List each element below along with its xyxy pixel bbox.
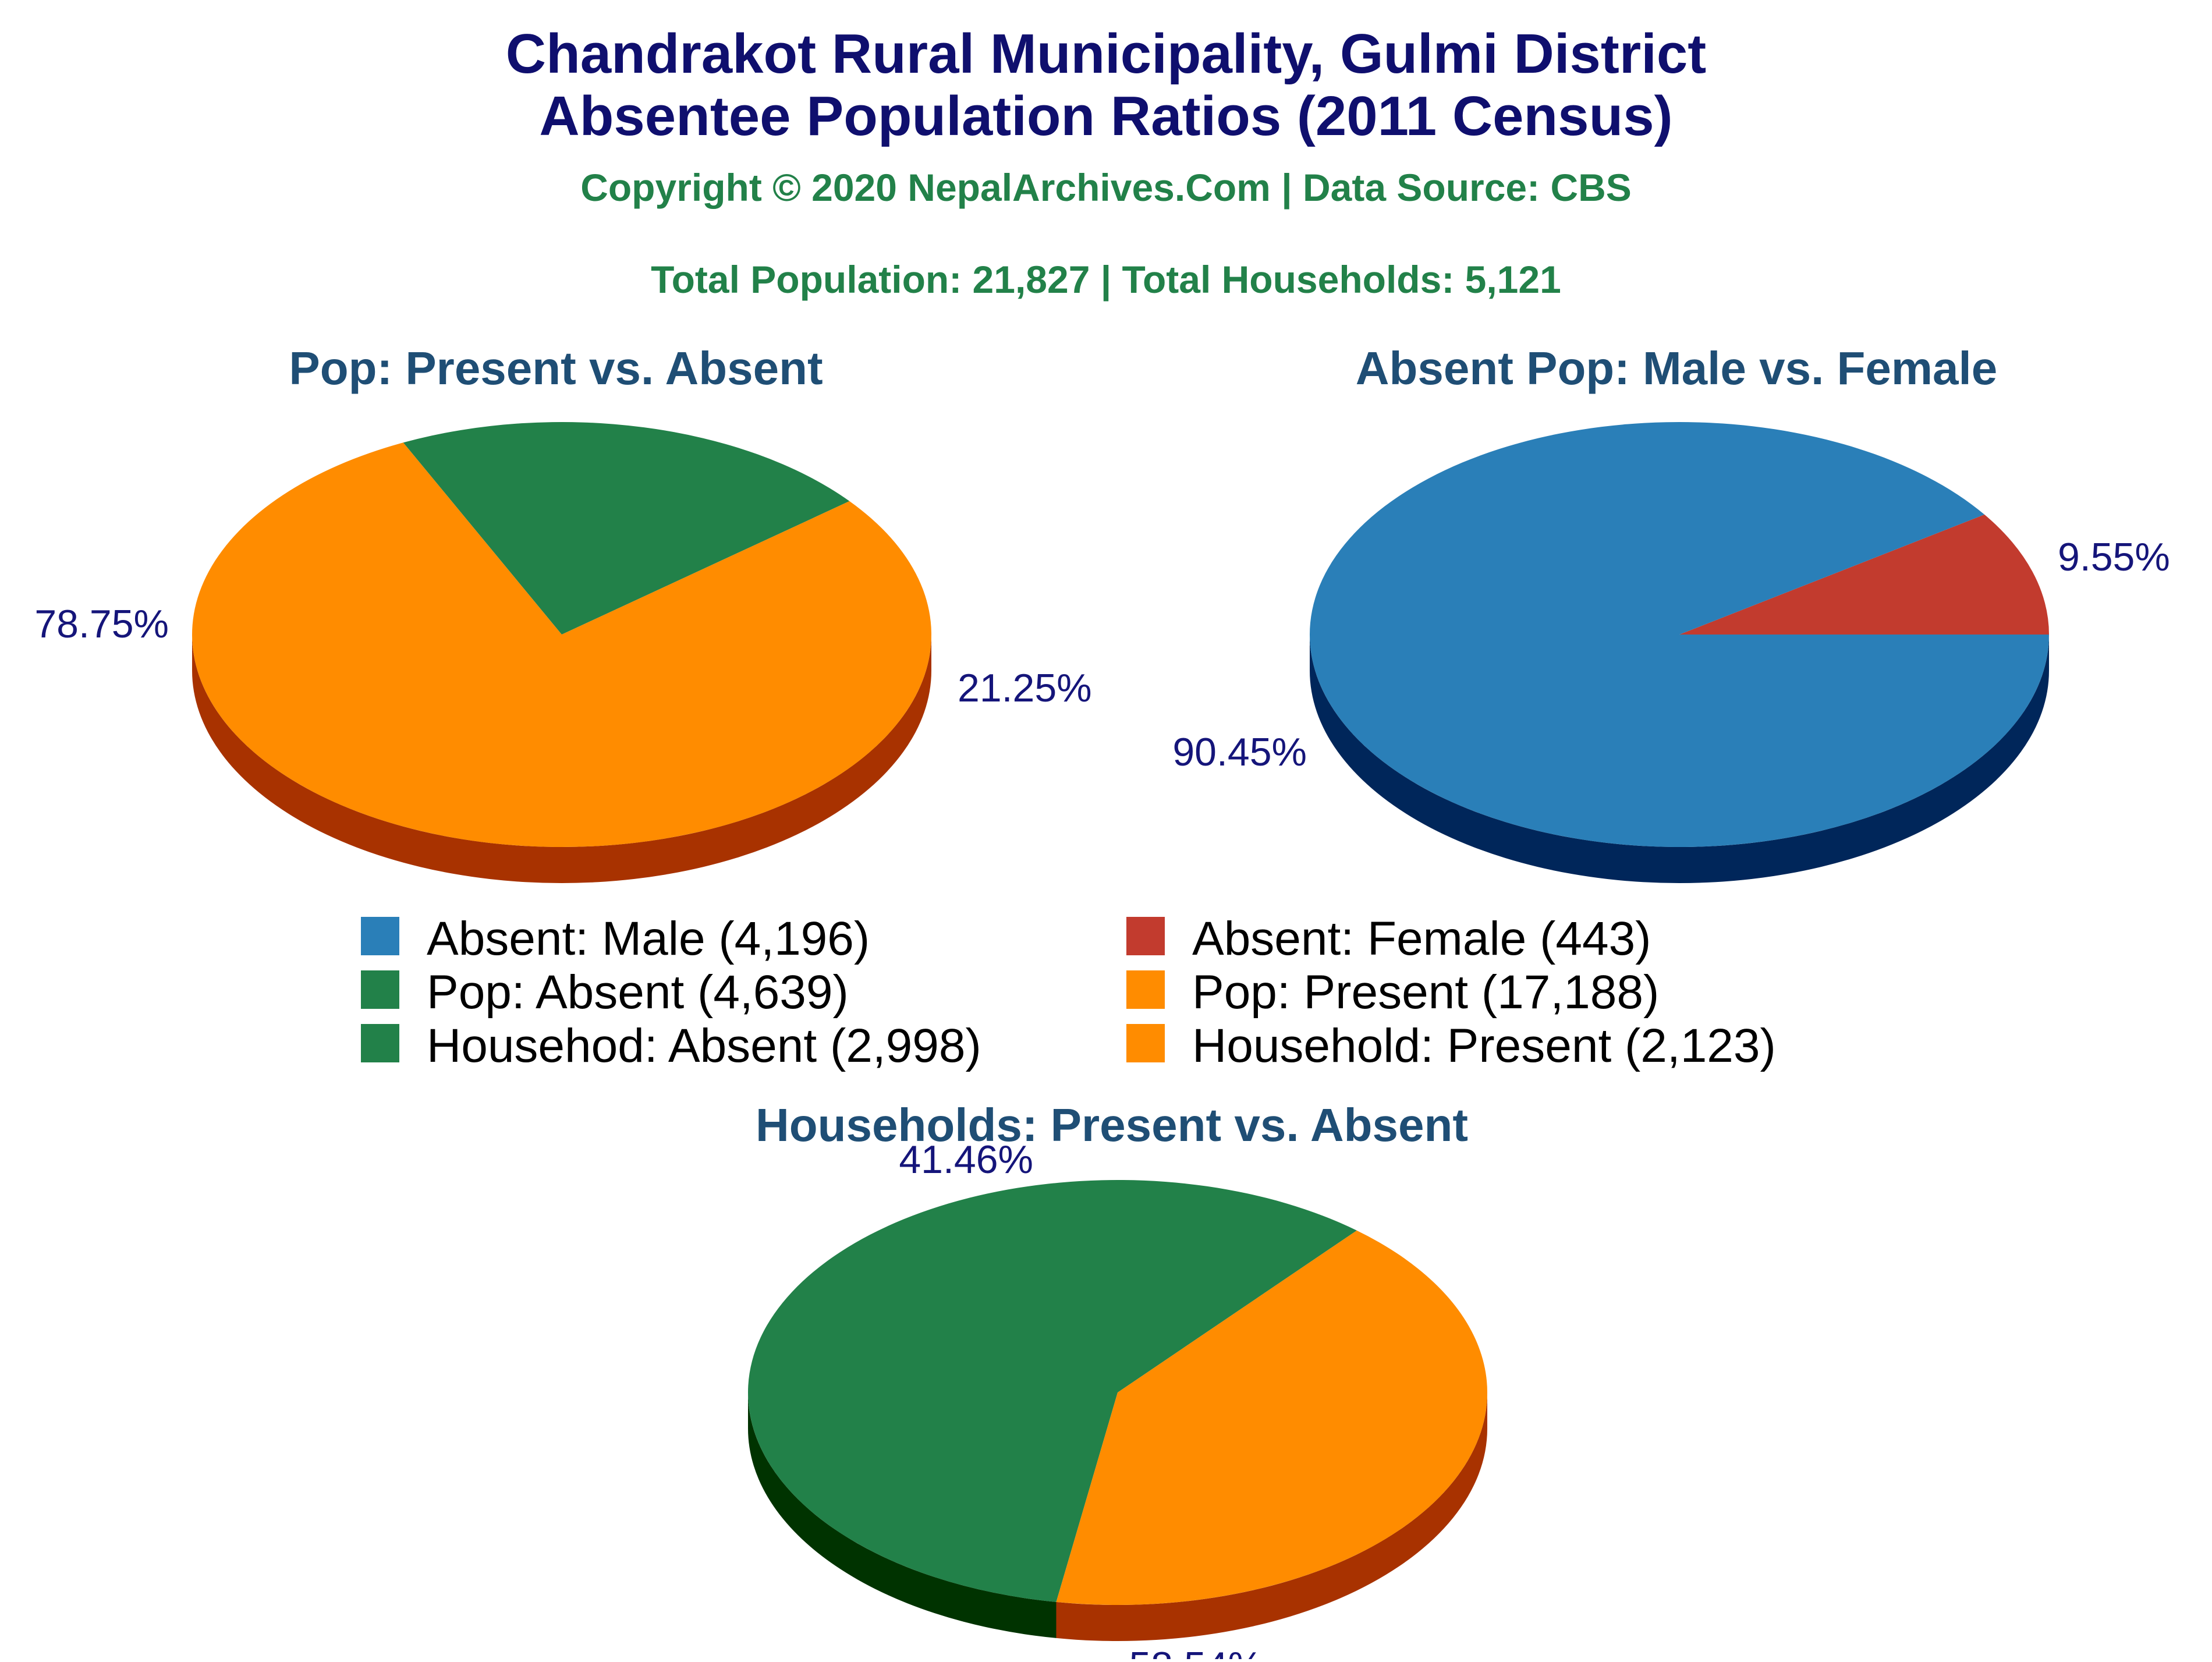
- chart-title-line1: Chandrakot Rural Municipality, Gulmi Dis…: [506, 23, 1707, 85]
- legend-label-pop-absent: Pop: Absent (4,639): [427, 966, 849, 1019]
- legend-label-absent-male: Absent: Male (4,196): [427, 912, 870, 965]
- pie-label-household-present: 41.46%: [899, 1137, 1033, 1182]
- pie-side-pop-present: [192, 635, 931, 883]
- legend-label-absent-female: Absent: Female (443): [1192, 912, 1651, 965]
- pie-chart-absent-gender: Absent Pop: Male vs. Female 9.55% 90.45%: [1172, 342, 2170, 883]
- pie-label-household-absent: 58.54%: [1129, 1644, 1263, 1659]
- pie-chart-households: Households: Present vs. Absent 58.54% 41.4…: [748, 1099, 1488, 1662]
- legend-swatch-household-absent: [361, 1024, 399, 1062]
- pie-side-household-absent: [748, 1392, 1057, 1638]
- chart-title-line2: Absentee Population Ratios (2011 Census): [539, 85, 1672, 147]
- legend-label-pop-present: Pop: Present (17,188): [1192, 966, 1659, 1019]
- pie-slice-household-present: [1056, 1230, 1488, 1605]
- pie-label-pop-absent: 21.25%: [958, 666, 1092, 710]
- legend-swatch-pop-absent: [361, 970, 399, 1009]
- pie-title: Absent Pop: Male vs. Female: [1356, 342, 1998, 394]
- pie-side-absent-male: [1310, 635, 2049, 883]
- pie-slice-pop-present: [192, 442, 932, 848]
- copyright-text: Copyright © 2020 NepalArchives.Com | Dat…: [580, 166, 1632, 210]
- legend-swatch-pop-present: [1126, 970, 1165, 1009]
- legend-label-household-absent: Househod: Absent (2,998): [427, 1019, 981, 1072]
- totals-text: Total Population: 21,827 | Total Househo…: [651, 258, 1561, 302]
- pie-title: Pop: Present vs. Absent: [289, 342, 823, 394]
- legend-swatch-absent-male: [361, 917, 399, 955]
- pie-slice-household-absent: [748, 1180, 1357, 1602]
- pie-slice-absent-female: [1679, 514, 2049, 635]
- pie-label-pop-present: 78.75%: [34, 602, 169, 646]
- pie-title: Households: Present vs. Absent: [756, 1099, 1468, 1151]
- pie-label-absent-female: 9.55%: [2058, 535, 2170, 579]
- legend: Absent: Male (4,196) Absent: Female (443…: [361, 912, 1776, 1072]
- legend-label-household-present: Household: Present (2,123): [1192, 1019, 1776, 1072]
- pie-side-household-present: [1056, 1392, 1487, 1641]
- pie-slice-pop-absent: [403, 422, 850, 635]
- pie-slice-absent-male: [1310, 422, 2049, 848]
- legend-swatch-household-present: [1126, 1024, 1165, 1062]
- legend-swatch-absent-female: [1126, 917, 1165, 955]
- pie-chart-population: Pop: Present vs. Absent 21.25% 78.75%: [34, 342, 1092, 883]
- pie-label-absent-male: 90.45%: [1172, 730, 1307, 774]
